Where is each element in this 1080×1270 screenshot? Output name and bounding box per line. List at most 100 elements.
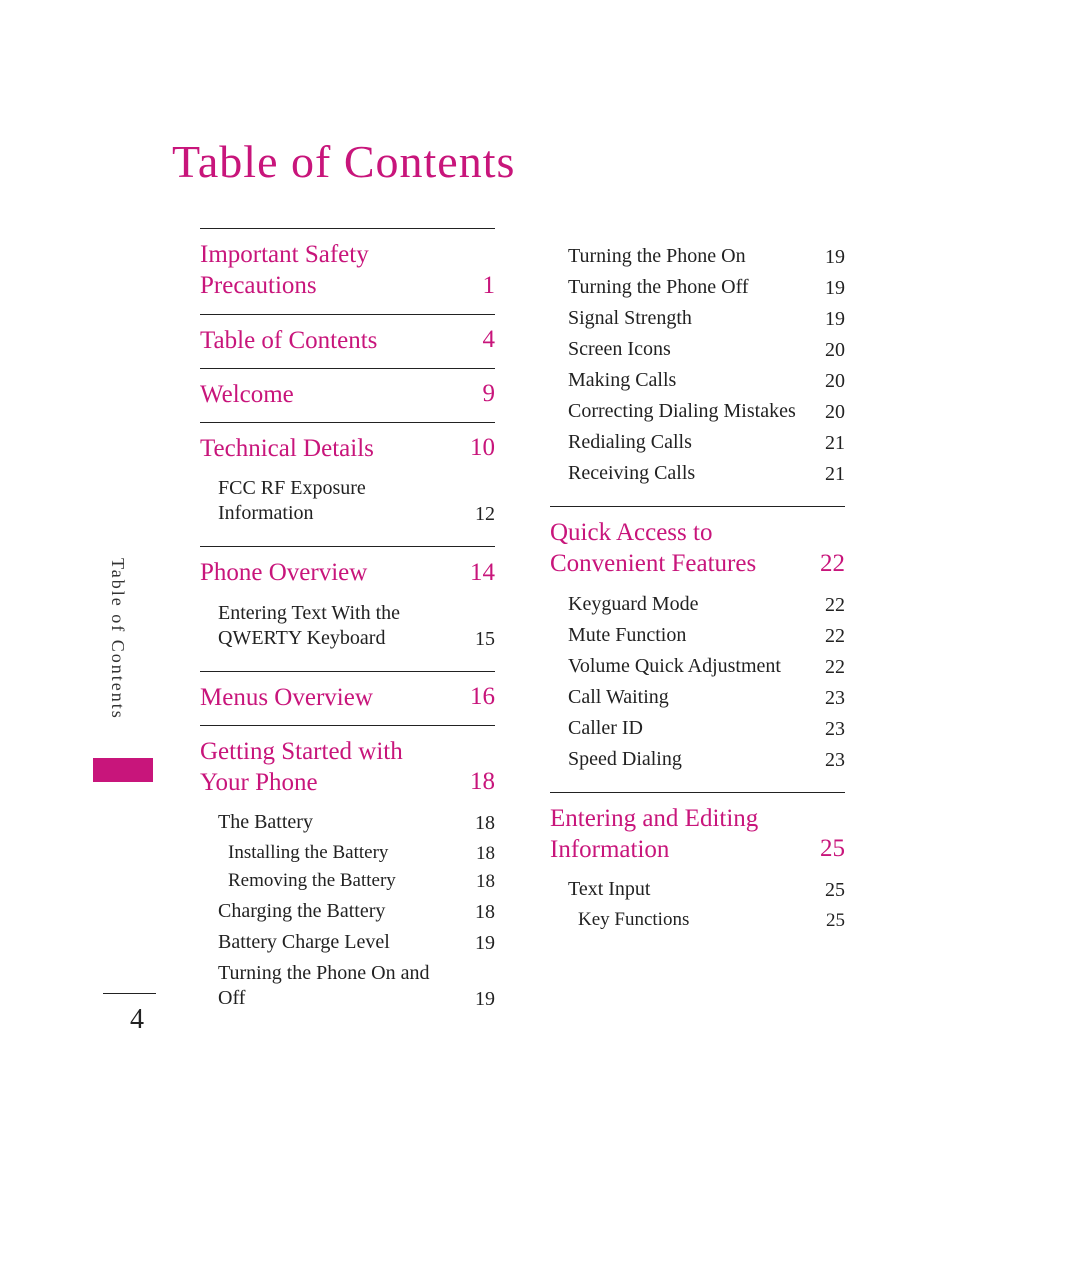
sub-title: Charging the Battery [218,899,385,924]
sub-title: Making Calls [568,368,676,393]
sub-page: 25 [819,879,845,902]
section-page: 10 [464,434,495,464]
section-row: Table of Contents 4 [200,325,495,356]
sub2-row: Installing the Battery 18 [228,841,495,865]
sub-row: Turning the Phone On 19 [568,244,845,269]
section-title: Entering and Editing Information [550,803,800,866]
section-rule [200,422,495,423]
toc-column-left: Important Safety Precautions 1 Table of … [200,228,495,1017]
sub-page: 19 [819,277,845,300]
side-tab: Table of Contents [103,558,131,798]
sub-row: FCC RF Exposure Information 12 [218,476,495,526]
sub-page: 22 [819,656,845,679]
section-title: Phone Overview [200,557,367,588]
section-title: Getting Started with Your Phone [200,736,450,799]
section-rule [200,671,495,672]
section-page: 4 [477,326,496,356]
section-row: Phone Overview 14 [200,557,495,588]
section-row: Welcome 9 [200,379,495,410]
sub-row: Charging the Battery 18 [218,899,495,924]
sub-title: Receiving Calls [568,461,695,486]
section-title: Important Safety Precautions [200,239,450,302]
sub2-row: Removing the Battery 18 [228,869,495,893]
sub-page: 23 [819,749,845,772]
sub-title: FCC RF Exposure Information [218,476,448,526]
section-rule [550,506,845,507]
sub-page: 19 [819,308,845,331]
section-rule [200,368,495,369]
sub-row: Text Input 25 [568,877,845,902]
section-row: Getting Started with Your Phone 18 [200,736,495,799]
sub-page: 20 [819,339,845,362]
section-title: Welcome [200,379,294,410]
sub-title: Signal Strength [568,306,692,331]
sub2-page: 18 [470,843,495,865]
sub-page: 18 [469,812,495,835]
sub-title: Correcting Dialing Mistakes [568,399,796,424]
sub-page: 15 [469,628,495,651]
sub2-page: 18 [470,871,495,893]
sub-row: Speed Dialing 23 [568,747,845,772]
sub-row: Turning the Phone On and Off 19 [218,961,495,1011]
sub-title: Battery Charge Level [218,930,390,955]
sub-title: Speed Dialing [568,747,682,772]
sub-title: Screen Icons [568,337,671,362]
section-title: Menus Overview [200,682,373,713]
sub-page: 19 [819,246,845,269]
sub-title: Call Waiting [568,685,669,710]
sub-page: 20 [819,401,845,424]
sub-row: Turning the Phone Off 19 [568,275,845,300]
sub-row: Signal Strength 19 [568,306,845,331]
sub-page: 19 [469,988,495,1011]
sub-title: Keyguard Mode [568,592,699,617]
section-page: 16 [464,683,495,713]
section-rule [200,546,495,547]
sub-row: Battery Charge Level 19 [218,930,495,955]
section-rule [200,725,495,726]
section-page: 9 [477,380,496,410]
section-rule [550,792,845,793]
sub-title: Caller ID [568,716,643,741]
toc-column-right: Turning the Phone On 19 Turning the Phon… [550,228,845,1017]
sub-page: 20 [819,370,845,393]
section-page: 18 [464,768,495,798]
section-title: Table of Contents [200,325,377,356]
section-title: Quick Access to Convenient Features [550,517,800,580]
sub-row: Caller ID 23 [568,716,845,741]
sub2-page: 25 [820,910,845,932]
sub-row: Volume Quick Adjustment 22 [568,654,845,679]
section-rule [200,314,495,315]
section-page: 22 [814,550,845,580]
section-title: Technical Details [200,433,374,464]
sub-title: Turning the Phone On [568,244,746,269]
sub-title: Turning the Phone Off [568,275,749,300]
sub-row: Mute Function 22 [568,623,845,648]
sub-title: Text Input [568,877,650,902]
sub-title: Entering Text With the QWERTY Keyboard [218,601,448,651]
sub-page: 12 [469,503,495,526]
sub-row: Keyguard Mode 22 [568,592,845,617]
sub-row: Correcting Dialing Mistakes 20 [568,399,845,424]
page-number-rule [103,993,156,994]
sub-page: 23 [819,718,845,741]
sub-page: 21 [819,432,845,455]
sub-row: Screen Icons 20 [568,337,845,362]
sub-page: 23 [819,687,845,710]
section-row: Quick Access to Convenient Features 22 [550,517,845,580]
sub-title: Redialing Calls [568,430,692,455]
sub2-row: Key Functions 25 [578,908,845,932]
sub-title: Mute Function [568,623,686,648]
section-rule [200,228,495,229]
page-number: 4 [130,1004,144,1036]
sub2-title: Key Functions [578,908,689,932]
sub-page: 22 [819,594,845,617]
sub-title: Volume Quick Adjustment [568,654,781,679]
sub2-title: Removing the Battery [228,869,396,893]
section-row: Important Safety Precautions 1 [200,239,495,302]
sub-row: Making Calls 20 [568,368,845,393]
sub-page: 18 [469,901,495,924]
page-title: Table of Contents [172,135,515,188]
section-row: Technical Details 10 [200,433,495,464]
sub-title: Turning the Phone On and Off [218,961,448,1011]
sub-row: The Battery 18 [218,810,495,835]
